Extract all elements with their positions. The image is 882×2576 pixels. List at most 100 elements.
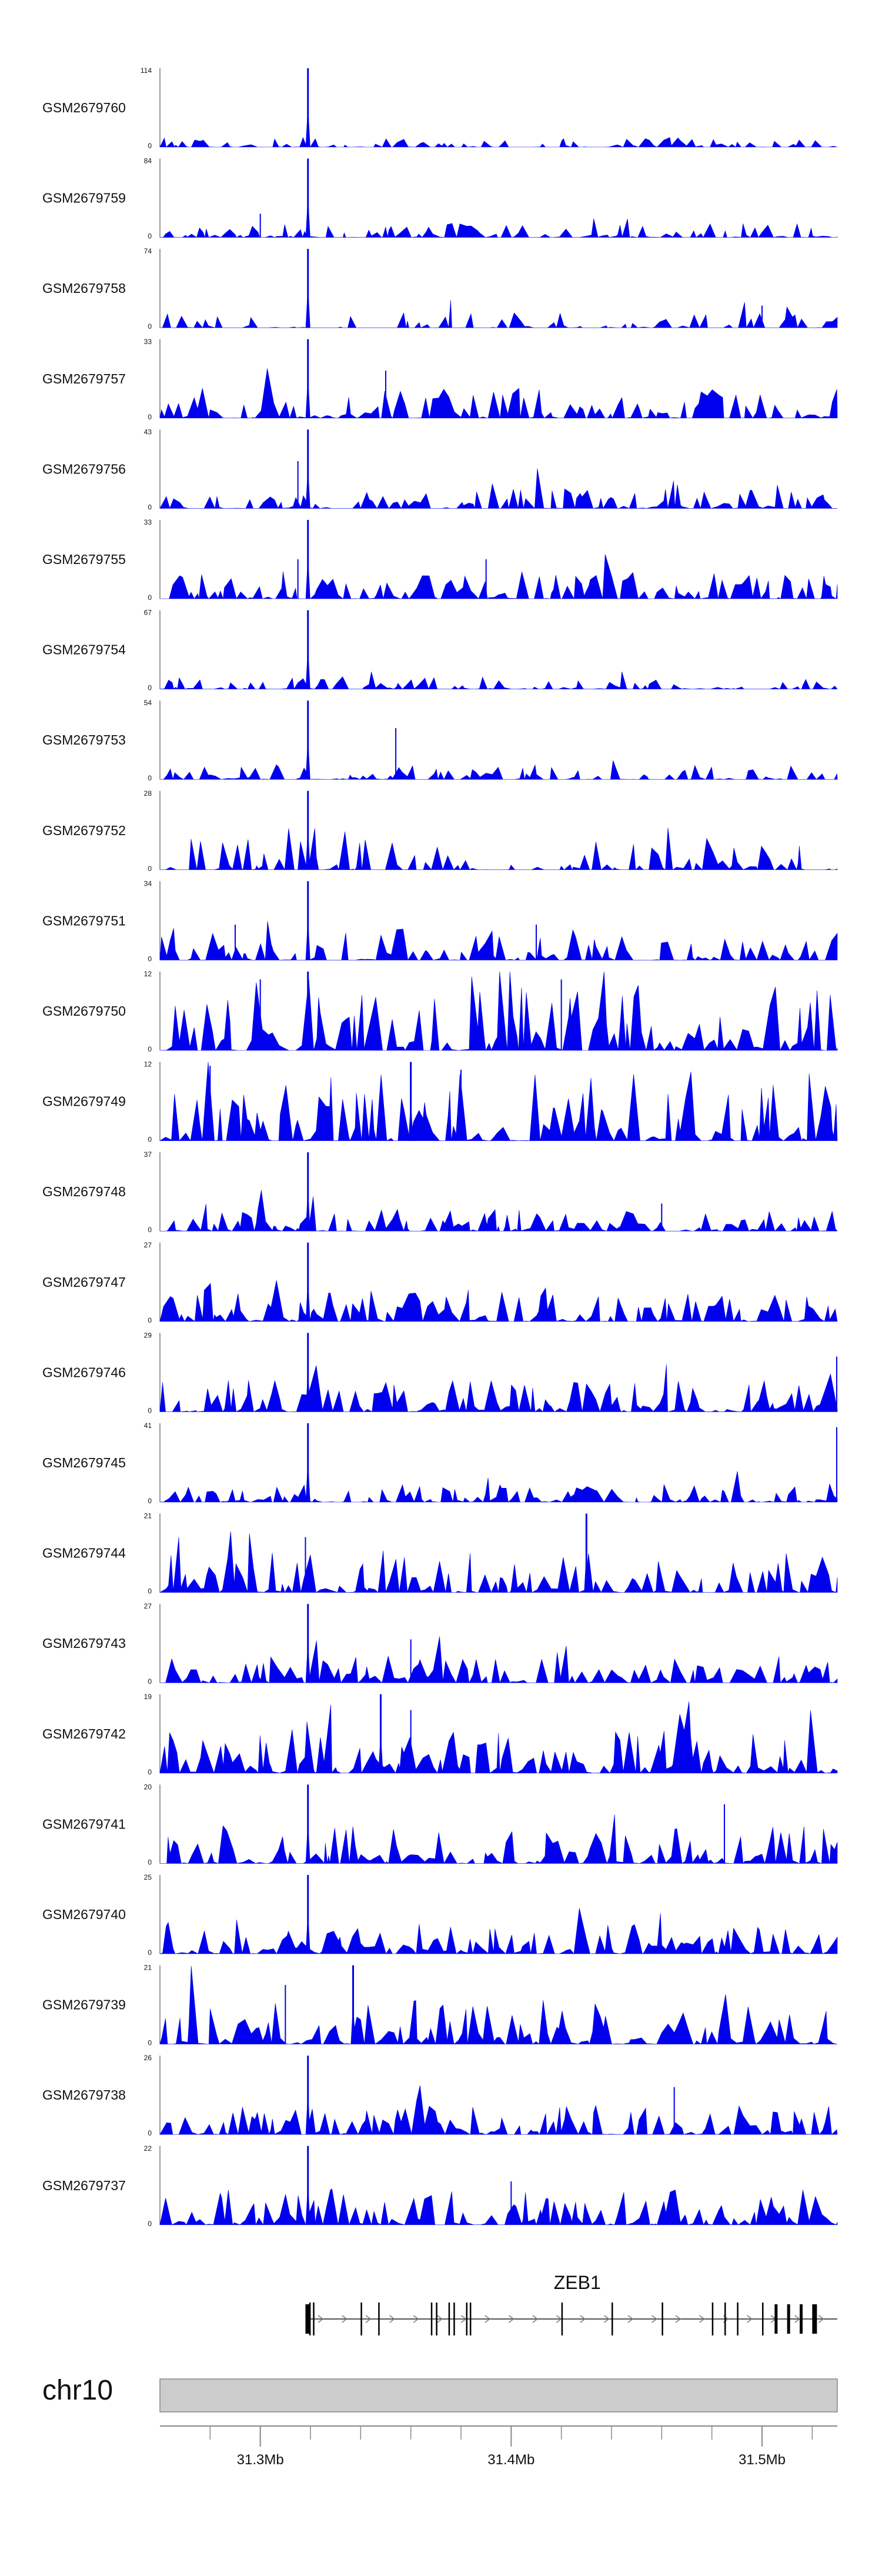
gene-exon [800, 2304, 803, 2334]
track-ymax-label: 19 [144, 1693, 152, 1701]
track-ymin-label: 0 [148, 1316, 152, 1324]
track-label: GSM2679745 [42, 1455, 126, 1470]
track-ymin-label: 0 [148, 1226, 152, 1234]
strand-arrow [460, 2315, 467, 2323]
coverage-peak-base [305, 2181, 310, 2225]
coverage-track: GSM2679752 28 0 [42, 789, 838, 873]
track-ymax-label: 25 [144, 1873, 152, 1881]
gene-exon [711, 2303, 714, 2335]
coverage-area [159, 921, 838, 961]
track-label: GSM2679747 [42, 1274, 126, 1290]
coverage-area [159, 1908, 838, 1954]
coverage-peak-base [305, 104, 310, 147]
track-ymin-label: 0 [148, 955, 152, 963]
genome-axis: chr10 31.3Mb 31.4Mb 31.5Mb [42, 2375, 838, 2468]
coverage-track: GSM2679754 67 0 [42, 609, 838, 692]
track-ymax-label: 20 [144, 1783, 152, 1791]
coverage-track: GSM2679756 43 0 [42, 428, 838, 511]
track-ymin-label: 0 [148, 1677, 152, 1686]
gene-exon [662, 2303, 663, 2335]
track-ymax-label: 12 [144, 970, 152, 978]
track-ymin-label: 0 [148, 1768, 152, 1776]
gene-exon [774, 2304, 778, 2334]
gene-exon [436, 2303, 437, 2335]
coverage-peak-base [584, 1549, 589, 1593]
coverage-peak-base [305, 645, 310, 689]
coverage-track: GSM2679758 74 0 [42, 247, 838, 331]
track-label: GSM2679748 [42, 1184, 126, 1199]
gene-label: ZEB1 [554, 2272, 601, 2293]
coverage-area [160, 1190, 838, 1232]
track-label: GSM2679757 [42, 371, 126, 386]
coverage-peak-base [305, 284, 310, 328]
coverage-track: GSM2679745 41 0 [42, 1422, 838, 1505]
track-ymax-label: 26 [144, 2054, 152, 2062]
track-label: GSM2679737 [42, 2178, 126, 2193]
track-ymin-label: 0 [148, 684, 152, 692]
strand-arrow [627, 2315, 634, 2323]
strand-arrow [675, 2315, 681, 2323]
coverage-peak-base [305, 736, 310, 780]
axis-tick-label: 31.4Mb [487, 2452, 534, 2468]
coverage-area [160, 1814, 838, 1864]
coverage-track: GSM2679743 27 0 [42, 1602, 838, 1686]
track-label: GSM2679752 [42, 823, 126, 838]
coverage-area [159, 672, 838, 690]
coverage-track: GSM2679749 12 0 [42, 1060, 838, 1144]
coverage-area [159, 218, 838, 238]
coverage-area [159, 1062, 838, 1142]
track-ymin-label: 0 [148, 142, 152, 150]
coverage-area [160, 1636, 838, 1684]
gene-exon [378, 2303, 380, 2335]
gene-exon [453, 2303, 455, 2335]
track-ymin-label: 0 [148, 1136, 152, 1144]
track-ymax-label: 33 [144, 518, 152, 526]
coverage-track: GSM2679751 34 0 [42, 879, 838, 963]
track-label: GSM2679742 [42, 1726, 126, 1741]
strand-arrow [794, 2315, 800, 2323]
track-ymin-label: 0 [148, 593, 152, 602]
track-label: GSM2679744 [42, 1546, 126, 1561]
strand-arrow [413, 2315, 419, 2323]
gene-exon [313, 2303, 315, 2335]
strand-arrow [699, 2315, 705, 2323]
coverage-peak-base [305, 1820, 310, 1864]
track-ymin-label: 0 [148, 1045, 152, 1053]
coverage-area [160, 300, 838, 329]
coverage-track: GSM2679759 84 0 [42, 157, 838, 241]
coverage-peak-base [305, 375, 310, 418]
coverage-track: GSM2679744 21 0 [42, 1512, 838, 1596]
track-ymax-label: 29 [144, 1331, 152, 1339]
track-ymax-label: 33 [144, 338, 152, 346]
coverage-peak-base [378, 1730, 383, 1773]
gene-exon [469, 2303, 472, 2335]
chromosome-label: chr10 [42, 2375, 113, 2406]
coverage-track: GSM2679747 27 0 [42, 1241, 838, 1324]
track-label: GSM2679746 [42, 1364, 126, 1380]
track-ymax-label: 22 [144, 2144, 152, 2153]
coverage-track: GSM2679738 26 0 [42, 2054, 838, 2137]
track-ymin-label: 0 [148, 1948, 152, 1957]
strand-arrow [532, 2315, 539, 2323]
coverage-peak-base [305, 1368, 310, 1412]
gene-exon [305, 2304, 310, 2334]
coverage-peak-base [350, 2000, 356, 2044]
gene-exon [360, 2303, 362, 2335]
coverage-area [160, 827, 838, 870]
coverage-track: GSM2679739 21 0 [42, 1964, 837, 2047]
track-label: GSM2679760 [42, 100, 126, 115]
track-ymin-label: 0 [148, 774, 152, 782]
track-ymax-label: 34 [144, 879, 152, 887]
coverage-tracks: GSM2679760 114 0 GSM2679759 84 0 GSM2679758 74 0… [42, 66, 838, 2228]
track-ymin-label: 0 [148, 2220, 152, 2228]
coverage-area [159, 1280, 838, 1322]
coverage-peak-base [305, 2091, 310, 2135]
track-ymax-label: 21 [144, 1964, 152, 1972]
coverage-track: GSM2679750 12 0 [42, 970, 838, 1053]
gene-exon [762, 2303, 764, 2335]
track-ymax-label: 114 [141, 66, 152, 75]
track-ymin-label: 0 [148, 503, 152, 511]
track-ymin-label: 0 [148, 413, 152, 421]
track-label: GSM2679749 [42, 1094, 126, 1109]
